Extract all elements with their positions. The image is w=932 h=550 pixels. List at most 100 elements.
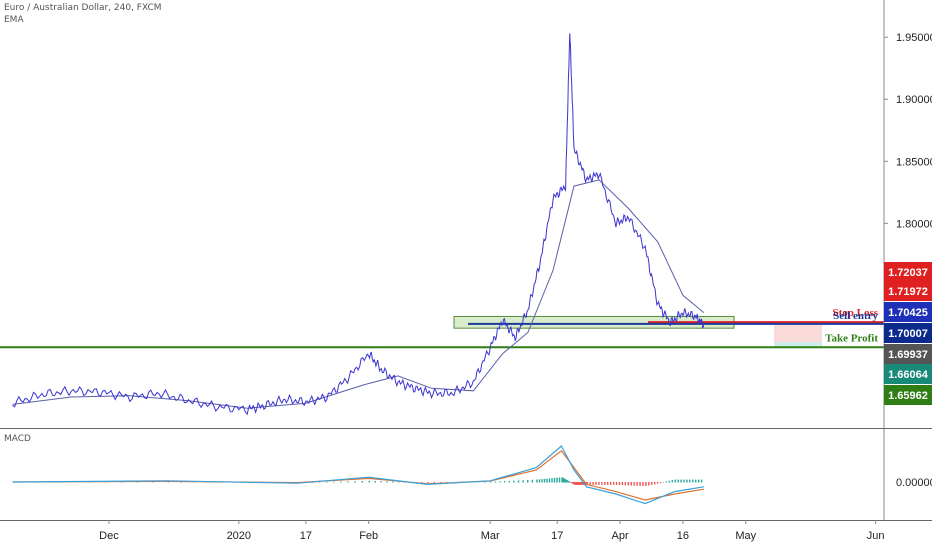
- price-label-text: 1.65962: [888, 390, 928, 402]
- macd-hist-bar: [340, 481, 342, 483]
- macd-hist-bar: [354, 481, 356, 483]
- macd-hist-bar: [636, 482, 638, 486]
- stop-loss-label: Stop Loss: [832, 307, 878, 319]
- macd-hist-bar: [576, 482, 578, 485]
- macd-hist-bar: [659, 482, 662, 484]
- price-label-text: 1.70425: [888, 307, 928, 319]
- macd-hist-bar: [517, 480, 520, 483]
- x-tick-label: 16: [677, 530, 689, 542]
- macd-hist-bar: [601, 482, 603, 485]
- macd-hist-bar: [380, 481, 382, 483]
- macd-zero-label: 0.00000: [896, 477, 932, 489]
- macd-hist-bar: [618, 482, 621, 486]
- macd-hist-bar: [604, 482, 606, 485]
- take-profit-label: Take Profit: [825, 332, 878, 344]
- macd-hist-bar: [562, 477, 565, 483]
- macd-hist-bar: [567, 480, 570, 483]
- macd-hist-bar: [607, 482, 609, 485]
- macd-panel: [12, 445, 704, 505]
- macd-hist-bar: [553, 477, 556, 483]
- macd-hist-bar: [689, 479, 691, 483]
- macd-hist-bar: [543, 478, 546, 483]
- macd-hist-bar: [392, 481, 394, 483]
- macd-hist-bar: [572, 482, 575, 485]
- macd-hist-bar: [589, 482, 591, 485]
- y-tick-label: 1.90000: [896, 94, 932, 106]
- x-tick-label: 17: [300, 530, 312, 542]
- x-tick-label: Apr: [611, 530, 628, 542]
- macd-hist-bar: [325, 481, 328, 483]
- macd-line: [12, 445, 704, 505]
- macd-hist-bar: [538, 479, 541, 483]
- macd-hist-bar: [686, 479, 688, 483]
- x-tick-label: May: [735, 530, 756, 542]
- sell-entry-label: Sell entry: [833, 310, 878, 322]
- price-label-text: 1.66064: [888, 369, 929, 381]
- x-tick-label: 2020: [227, 530, 251, 542]
- macd-hist-bar: [592, 482, 594, 485]
- macd-hist-bar: [483, 481, 486, 483]
- indicator-label: EMA: [4, 15, 24, 25]
- macd-hist-bar: [527, 480, 529, 483]
- macd-hist-bar: [645, 482, 647, 487]
- macd-hist-bar: [536, 479, 538, 483]
- macd-hist-bar: [586, 482, 588, 485]
- macd-hist-bar: [615, 482, 618, 485]
- macd-hist-bar: [653, 482, 656, 485]
- macd-hist-bar: [374, 480, 376, 483]
- macd-hist-bar: [674, 479, 676, 483]
- macd-hist-bar: [692, 479, 694, 483]
- macd-hist-bar: [490, 481, 492, 483]
- macd-hist-bar: [573, 482, 576, 485]
- macd-hist-bar: [558, 477, 561, 483]
- macd-hist-bar: [546, 478, 548, 483]
- macd-hist-bar: [575, 482, 577, 485]
- macd-hist-bar: [494, 481, 497, 483]
- macd-hist-bar: [580, 482, 582, 485]
- price-label-text: 1.69937: [888, 349, 928, 361]
- macd-label: MACD: [4, 434, 31, 444]
- macd-hist-bar: [578, 482, 581, 485]
- signal-line: [12, 449, 704, 501]
- macd-hist-bar: [571, 482, 573, 484]
- symbol-title: Euro / Australian Dollar, 240, FXCM: [4, 3, 162, 13]
- macd-hist-bar: [677, 479, 679, 483]
- macd-hist-bar: [333, 481, 335, 483]
- macd-hist-bar: [627, 482, 629, 486]
- macd-hist-bar: [477, 481, 480, 483]
- macd-hist-bar: [697, 479, 700, 483]
- macd-hist-bar: [433, 482, 436, 484]
- price-label-box: [884, 344, 932, 364]
- macd-hist-bar: [651, 482, 653, 485]
- x-tick-label: Feb: [359, 530, 378, 542]
- macd-hist-bar: [630, 482, 632, 486]
- reward-box: [774, 342, 822, 348]
- macd-hist-bar: [700, 479, 703, 483]
- price-label-box: [884, 364, 932, 384]
- price-label-text: 1.72037: [888, 267, 928, 279]
- macd-hist-bar: [581, 482, 583, 485]
- x-tick-label: Dec: [99, 530, 119, 542]
- macd-hist-bar: [665, 481, 668, 483]
- macd-hist-bar: [656, 482, 659, 484]
- macd-hist-bar: [577, 482, 580, 485]
- macd-hist-bar: [566, 480, 568, 483]
- macd-hist-bar: [361, 480, 363, 483]
- ema-line: [12, 179, 705, 409]
- macd-hist-bar: [695, 479, 697, 483]
- macd-hist-bar: [504, 481, 506, 483]
- macd-hist-bar: [561, 477, 563, 483]
- price-label-box: [884, 323, 932, 343]
- macd-hist-bar: [541, 479, 543, 483]
- macd-hist-bar: [648, 482, 650, 486]
- macd-hist-bar: [556, 477, 558, 483]
- x-tick-label: 17: [551, 530, 563, 542]
- macd-hist-bar: [499, 481, 501, 483]
- macd-hist-bar: [551, 478, 553, 483]
- macd-hist-bar: [570, 482, 572, 483]
- macd-hist-bar: [318, 482, 321, 483]
- y-tick-label: 1.85000: [896, 156, 932, 168]
- macd-hist-bar: [612, 482, 615, 485]
